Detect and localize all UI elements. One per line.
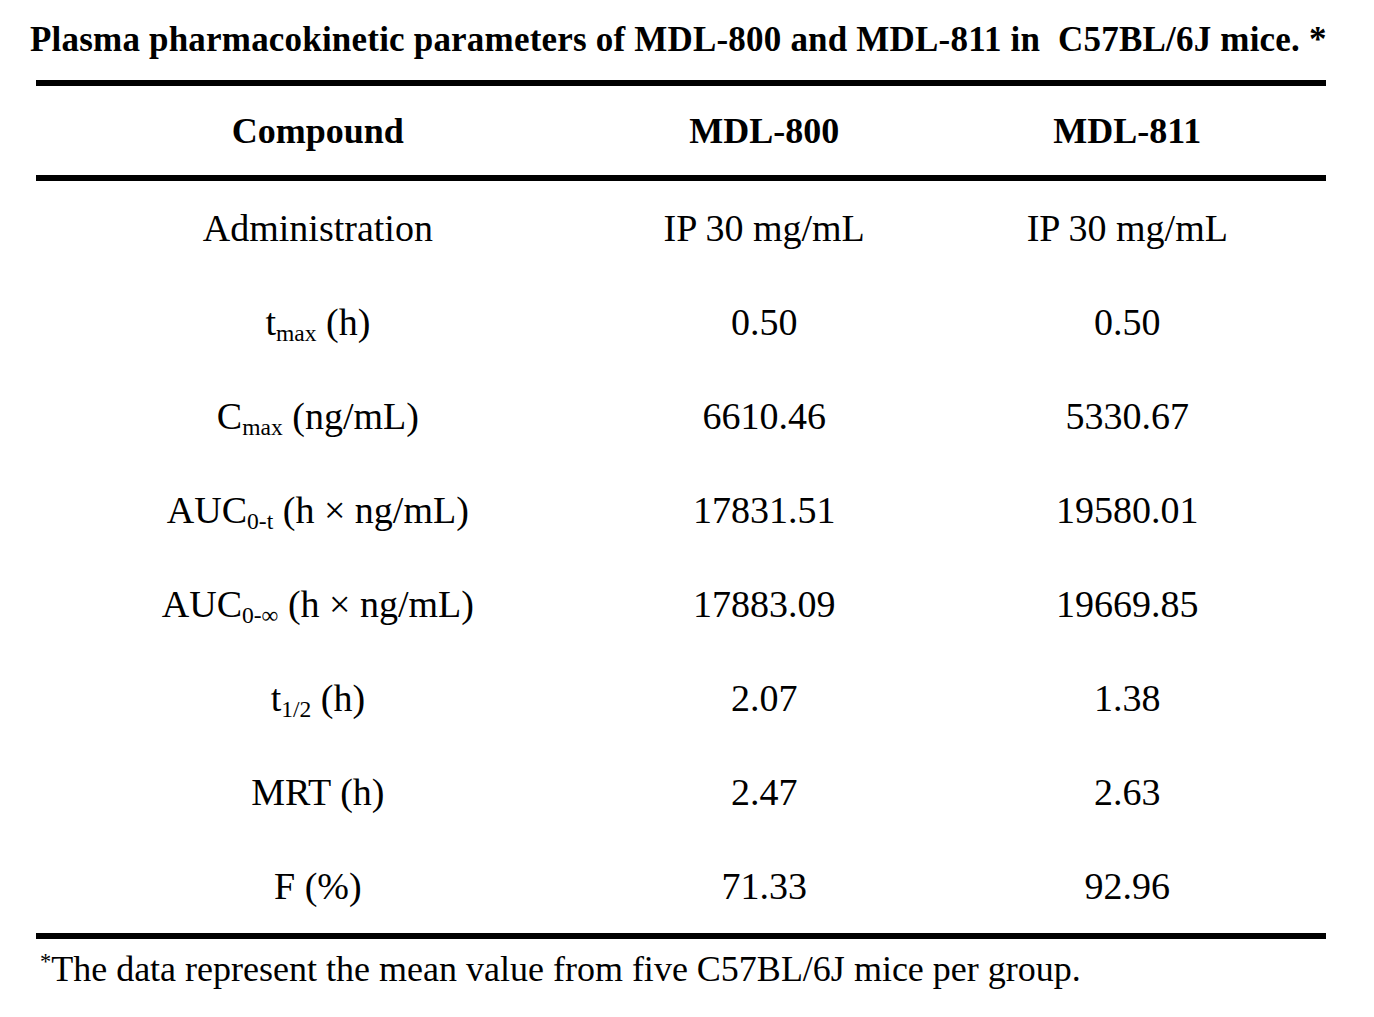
value-mdl-800: 71.33 — [600, 864, 929, 908]
value-mdl-811: 1.38 — [929, 676, 1326, 720]
footnote-text: The data represent the mean value from f… — [51, 949, 1081, 989]
row-label: Cmax (ng/mL) — [36, 394, 600, 438]
table-row-tmax: tmax (h) 0.50 0.50 — [36, 275, 1326, 369]
row-label: AUC0-t (h × ng/mL) — [36, 488, 600, 532]
value-mdl-811: 92.96 — [929, 864, 1326, 908]
value-mdl-800: 2.47 — [600, 770, 929, 814]
value-mdl-811: IP 30 mg/mL — [929, 206, 1326, 250]
value-mdl-811: 19580.01 — [929, 488, 1326, 532]
table-row-administration: Administration IP 30 mg/mL IP 30 mg/mL — [36, 181, 1326, 275]
table-row-mrt: MRT (h) 2.47 2.63 — [36, 745, 1326, 839]
value-mdl-811: 5330.67 — [929, 394, 1326, 438]
footnote-asterisk: * — [40, 949, 51, 974]
value-mdl-800: 17883.09 — [600, 582, 929, 626]
table-row-t-half: t1/2 (h) 2.07 1.38 — [36, 651, 1326, 745]
row-label: MRT (h) — [36, 770, 600, 814]
value-mdl-811: 2.63 — [929, 770, 1326, 814]
row-label: t1/2 (h) — [36, 676, 600, 720]
table-title: Plasma pharmacokinetic parameters of MDL… — [30, 20, 1360, 60]
value-mdl-800: 17831.51 — [600, 488, 929, 532]
table-row-f-percent: F (%) 71.33 92.96 — [36, 839, 1326, 933]
pharmacokinetics-table: Compound MDL-800 MDL-811 Administration … — [36, 80, 1326, 939]
table-row-auc-0-inf: AUC0-∞ (h × ng/mL) 17883.09 19669.85 — [36, 557, 1326, 651]
header-mdl-800: MDL-800 — [600, 110, 929, 152]
row-label: AUC0-∞ (h × ng/mL) — [36, 582, 600, 626]
row-label: F (%) — [36, 864, 600, 908]
table-row-auc-0-t: AUC0-t (h × ng/mL) 17831.51 19580.01 — [36, 463, 1326, 557]
row-label: tmax (h) — [36, 300, 600, 344]
value-mdl-800: IP 30 mg/mL — [600, 206, 929, 250]
value-mdl-800: 6610.46 — [600, 394, 929, 438]
row-label: Administration — [36, 206, 600, 250]
table-row-cmax: Cmax (ng/mL) 6610.46 5330.67 — [36, 369, 1326, 463]
header-mdl-811: MDL-811 — [929, 110, 1326, 152]
table-footnote: *The data represent the mean value from … — [40, 948, 1081, 990]
value-mdl-811: 19669.85 — [929, 582, 1326, 626]
table-bottom-rule — [36, 933, 1326, 939]
value-mdl-811: 0.50 — [929, 300, 1326, 344]
table-header-row: Compound MDL-800 MDL-811 — [36, 86, 1326, 175]
value-mdl-800: 0.50 — [600, 300, 929, 344]
paper-table-page: Plasma pharmacokinetic parameters of MDL… — [0, 0, 1374, 1017]
value-mdl-800: 2.07 — [600, 676, 929, 720]
header-compound: Compound — [36, 110, 600, 152]
